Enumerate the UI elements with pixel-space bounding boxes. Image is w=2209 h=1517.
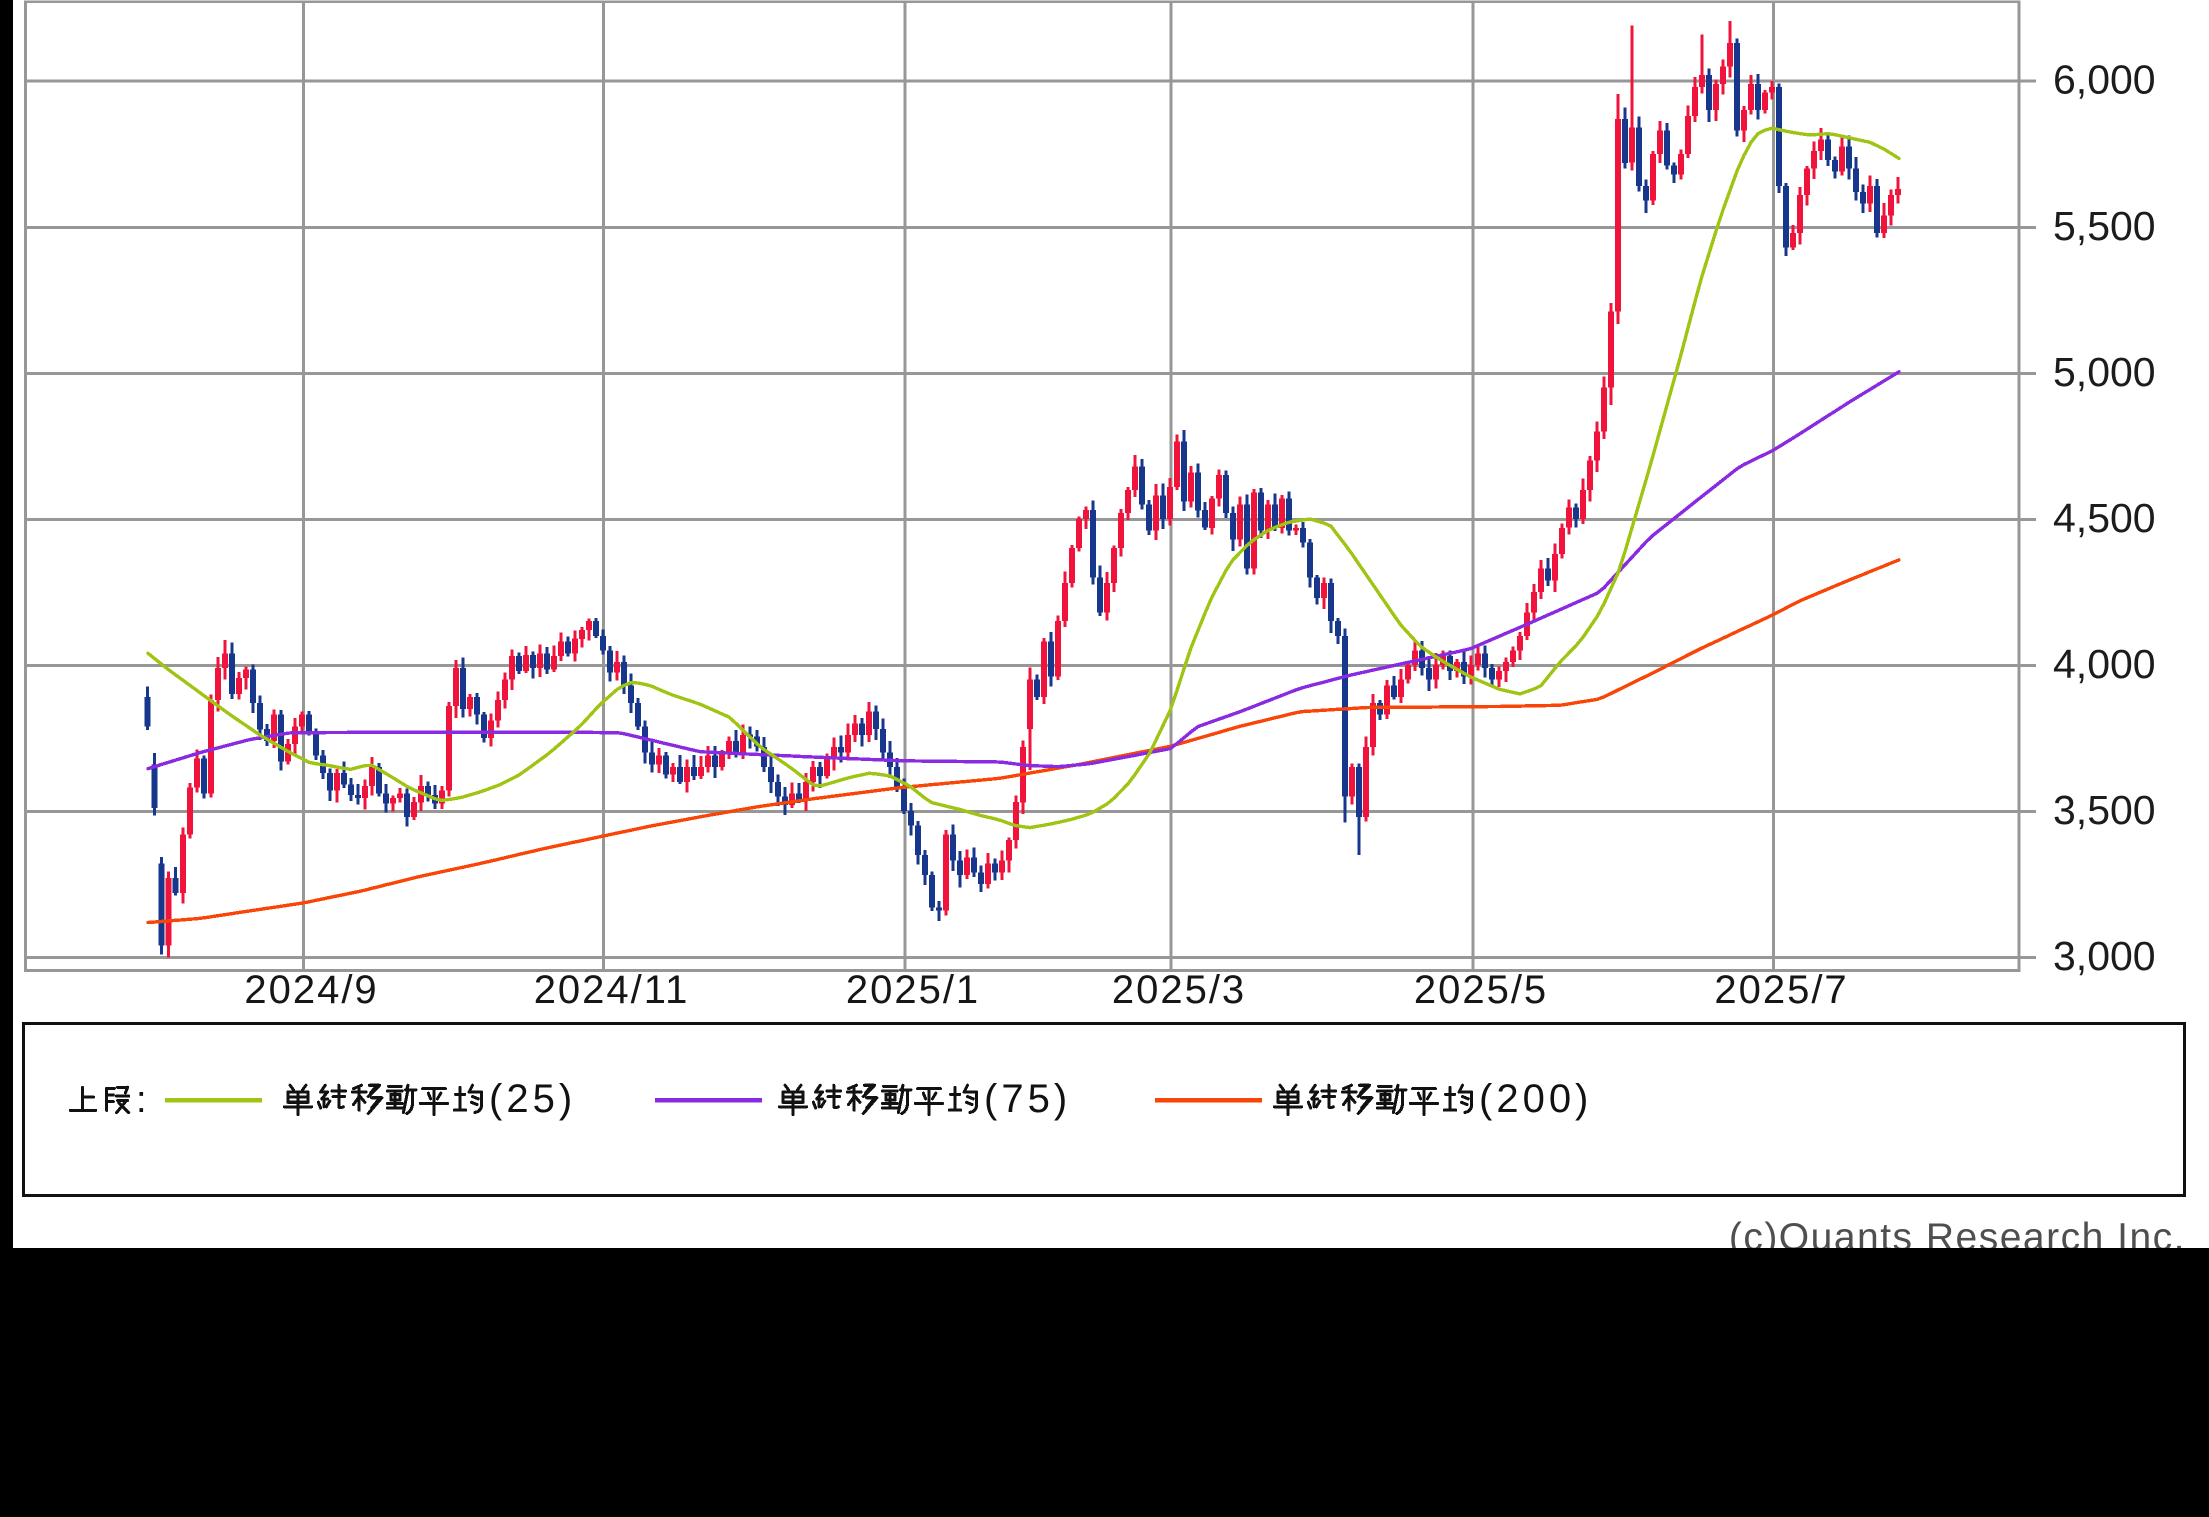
svg-text:3,500: 3,500	[2053, 787, 2156, 833]
svg-text:4,500: 4,500	[2053, 495, 2156, 541]
svg-text:2025/3: 2025/3	[1112, 968, 1246, 1012]
svg-text:6,000: 6,000	[2053, 57, 2156, 103]
svg-text:2024/11: 2024/11	[534, 968, 690, 1012]
svg-text:(75): (75)	[984, 1077, 1071, 1121]
svg-text:5,500: 5,500	[2053, 203, 2156, 249]
svg-text:2025/1: 2025/1	[846, 968, 980, 1012]
svg-text:2025/5: 2025/5	[1414, 968, 1548, 1012]
svg-text:2025/7: 2025/7	[1714, 968, 1848, 1012]
svg-text:(25): (25)	[489, 1077, 576, 1121]
svg-text:4,000: 4,000	[2053, 641, 2156, 687]
svg-text::: :	[136, 1079, 147, 1121]
svg-text:2024/9: 2024/9	[244, 968, 378, 1012]
svg-text:5,000: 5,000	[2053, 349, 2156, 395]
svg-text:3,000: 3,000	[2053, 933, 2156, 979]
svg-text:(200): (200)	[1479, 1077, 1592, 1121]
